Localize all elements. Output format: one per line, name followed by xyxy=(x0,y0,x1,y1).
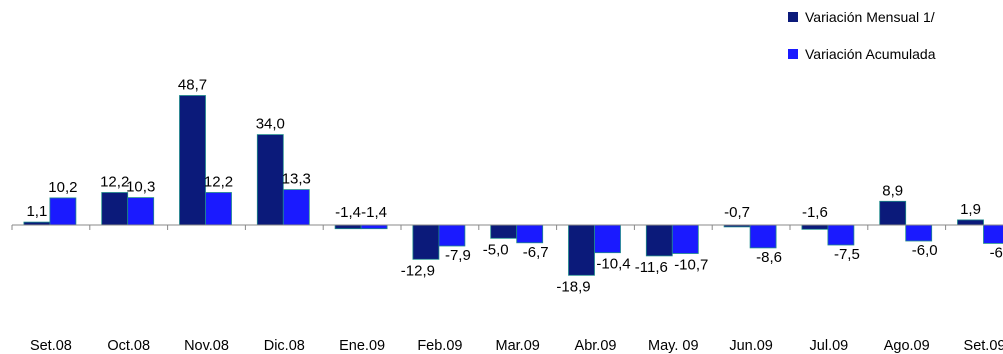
bar-series-2-5 xyxy=(438,224,466,247)
bar-series-1-8 xyxy=(645,224,673,257)
value-label-series-2-6: -6,7 xyxy=(523,244,549,261)
bar-series-1-4 xyxy=(334,224,362,230)
value-label-series-1-1: 12,2 xyxy=(100,174,129,191)
value-label-series-1-3: 34,0 xyxy=(256,116,285,133)
bar-series-2-6 xyxy=(516,224,544,244)
value-label-series-1-8: -11,6 xyxy=(635,259,668,276)
bar-series-1-5 xyxy=(412,224,440,260)
x-axis xyxy=(11,224,1003,230)
value-label-series-1-2: 48,7 xyxy=(178,77,207,94)
bar-series-1-1 xyxy=(101,192,129,226)
bar-series-2-11 xyxy=(905,224,933,242)
x-tick-label: Set.08 xyxy=(30,338,72,354)
value-label-series-1-6: -5,0 xyxy=(483,241,509,258)
x-tick-label: Jun.09 xyxy=(729,338,773,354)
bars-layer xyxy=(23,95,1003,276)
value-label-series-1-7: -18,9 xyxy=(556,278,590,295)
bar-series-2-10 xyxy=(827,224,855,246)
value-label-series-1-9: -0,7 xyxy=(724,204,750,221)
legend-label-series-1: Variación Mensual 1/ xyxy=(805,9,935,25)
legend-swatch-series-2 xyxy=(788,49,798,59)
x-tick-label: Set.09 xyxy=(964,338,1003,354)
bar-series-1-11 xyxy=(879,200,907,226)
x-tick-label: Mar.09 xyxy=(496,338,540,354)
bar-series-1-12 xyxy=(957,219,984,226)
bar-series-1-2 xyxy=(179,95,206,226)
value-label-series-1-0: 1,1 xyxy=(26,203,47,220)
x-tick-label: Dic.08 xyxy=(264,338,305,354)
value-labels: 1,110,2 12,210,348,712,234,013,3-1,4 -1,4-… xyxy=(26,77,1003,296)
bar-series-1-7 xyxy=(568,224,595,276)
bar-series-2-9 xyxy=(749,224,777,249)
x-tick-label: Ago.09 xyxy=(884,338,930,354)
value-label-series-2-11: -6,0 xyxy=(912,242,938,259)
value-label-series-2-1: 10,3 xyxy=(126,179,155,196)
value-label-series-2-2: 12,2 xyxy=(204,174,233,191)
value-label-series-1-5: -12,9 xyxy=(401,262,435,279)
value-label-series-2-3: 13,3 xyxy=(282,171,311,188)
x-tick-label: Feb.09 xyxy=(417,338,462,354)
bar-series-2-7 xyxy=(594,224,621,254)
bar-series-1-6 xyxy=(490,224,518,239)
bar-series-2-2 xyxy=(205,192,232,226)
value-label-series-2-12: -6,9 xyxy=(990,244,1003,261)
legend: Variación Mensual 1/ Variación Acumulada xyxy=(788,9,936,62)
value-label-series-2-8: -10,7 xyxy=(674,257,708,274)
value-label-series-2-0: 10,2 xyxy=(48,179,77,196)
value-label-series-1-11: 8,9 xyxy=(882,182,903,199)
bar-series-2-1 xyxy=(127,197,155,226)
bar-series-1-10 xyxy=(801,224,829,230)
bar-series-1-3 xyxy=(256,134,284,226)
x-tick-label: Abr.09 xyxy=(575,338,617,354)
value-label-series-1-10: -1,6 xyxy=(802,204,828,221)
bar-series-2-12 xyxy=(983,224,1003,244)
legend-label-series-2: Variación Acumulada xyxy=(805,46,936,62)
bar-series-2-0 xyxy=(49,197,77,226)
x-tick-label: May. 09 xyxy=(648,338,699,354)
value-label-series-2-5: -7,9 xyxy=(445,247,471,264)
value-label-series-2-4: -1,4 xyxy=(361,204,387,221)
x-tick-labels: Set.08 Oct.08 Nov.08 Dic.08 Ene.09 Feb.09 Mar.… xyxy=(30,338,1003,354)
x-tick-label: Ene.09 xyxy=(339,338,385,354)
value-label-series-1-12: 1,9 xyxy=(960,201,981,218)
legend-swatch-series-1 xyxy=(788,12,798,22)
value-label-series-2-9: -8,6 xyxy=(756,249,782,266)
value-label-series-2-7: -10,4 xyxy=(596,256,630,273)
value-label-series-2-10: -7,5 xyxy=(834,246,860,263)
value-label-series-1-4: -1,4 xyxy=(335,204,361,221)
x-tick-label: Oct.08 xyxy=(107,338,150,354)
x-tick-label: Jul.09 xyxy=(810,338,849,354)
x-tick-label: Nov.08 xyxy=(184,338,229,354)
bar-series-2-8 xyxy=(671,224,699,254)
bar-series-2-3 xyxy=(282,189,310,226)
bar-series-2-4 xyxy=(360,224,388,230)
